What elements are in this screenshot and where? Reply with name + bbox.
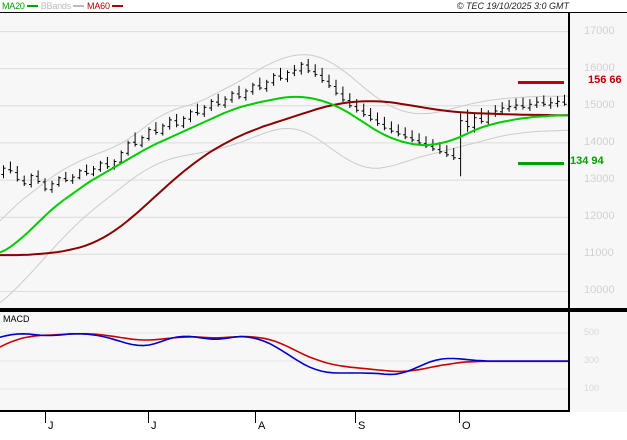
legend-item-ma60[interactable]: MA60 (87, 1, 123, 11)
x-axis-tick (148, 412, 149, 423)
legend-swatch-ma60-icon (111, 5, 123, 7)
macd-line (0, 332, 568, 376)
ma20-current-value-label: 134 94 (570, 154, 604, 167)
panel-separator (0, 308, 627, 312)
price-axis-tick-label: 16000 (584, 61, 615, 74)
x-axis-tick (459, 412, 460, 423)
price-axis-tick-label: 12000 (584, 210, 615, 223)
chart-header-bar: MA20 BBands MA60 © TEC 19/10/2025 3:0 GM… (0, 0, 627, 13)
price-panel (0, 13, 627, 310)
price-axis-tick-label: 10000 (584, 284, 615, 297)
legend-label-bbands: BBands (40, 1, 72, 11)
macd-axis-tick-label: 300 (584, 355, 600, 365)
ma60-line (0, 100, 569, 257)
ma60-current-marker (518, 81, 564, 85)
macd-axis-tick-label: 100 (584, 383, 600, 393)
price-axis-tick-label: 14000 (584, 135, 615, 148)
x-axis-tick (45, 412, 46, 423)
x-axis-month-label: J (151, 420, 157, 432)
x-axis-tick (255, 412, 256, 423)
x-axis-rule (0, 410, 570, 412)
copyright-timestamp: © TEC 19/10/2025 3:0 GMT (456, 1, 569, 11)
macd-plot-svg (0, 332, 568, 390)
macd-axis-divider (568, 312, 570, 412)
x-axis-month-label: A (258, 420, 266, 432)
price-axis-tick-label: 17000 (584, 24, 615, 37)
legend-item-ma20[interactable]: MA20 (2, 1, 38, 11)
price-plot-svg (0, 31, 569, 303)
ma20-current-marker (518, 161, 564, 165)
ma60-current-value-label: 156 66 (588, 74, 622, 87)
ma20-line (0, 95, 569, 254)
ohlc-bar-group (1, 59, 567, 193)
price-axis-tick-label: 11000 (584, 247, 614, 260)
price-axis-tick-label: 13000 (584, 173, 615, 186)
legend-label-ma60: MA60 (87, 1, 110, 11)
bbands-lower-line (0, 127, 569, 303)
macd-caption-label: MACD (3, 314, 30, 324)
x-axis-month-label: J (48, 420, 54, 432)
macd-axis-tick-label: 500 (584, 327, 600, 337)
x-axis-month-label: O (462, 420, 471, 432)
legend-item-bbands[interactable]: BBands (40, 1, 85, 11)
macd-signal-line (0, 332, 568, 373)
x-axis-tick (355, 412, 356, 423)
bbands-upper-line (0, 54, 569, 222)
series-legend: MA20 BBands MA60 (2, 1, 123, 11)
price-axis-divider (568, 13, 570, 310)
legend-swatch-ma20-icon (26, 5, 38, 7)
legend-label-ma20: MA20 (2, 1, 25, 11)
x-axis-month-label: S (358, 420, 366, 432)
price-axis-tick-label: 15000 (584, 98, 615, 111)
macd-panel (0, 312, 627, 410)
legend-swatch-bbands-icon (73, 5, 85, 7)
